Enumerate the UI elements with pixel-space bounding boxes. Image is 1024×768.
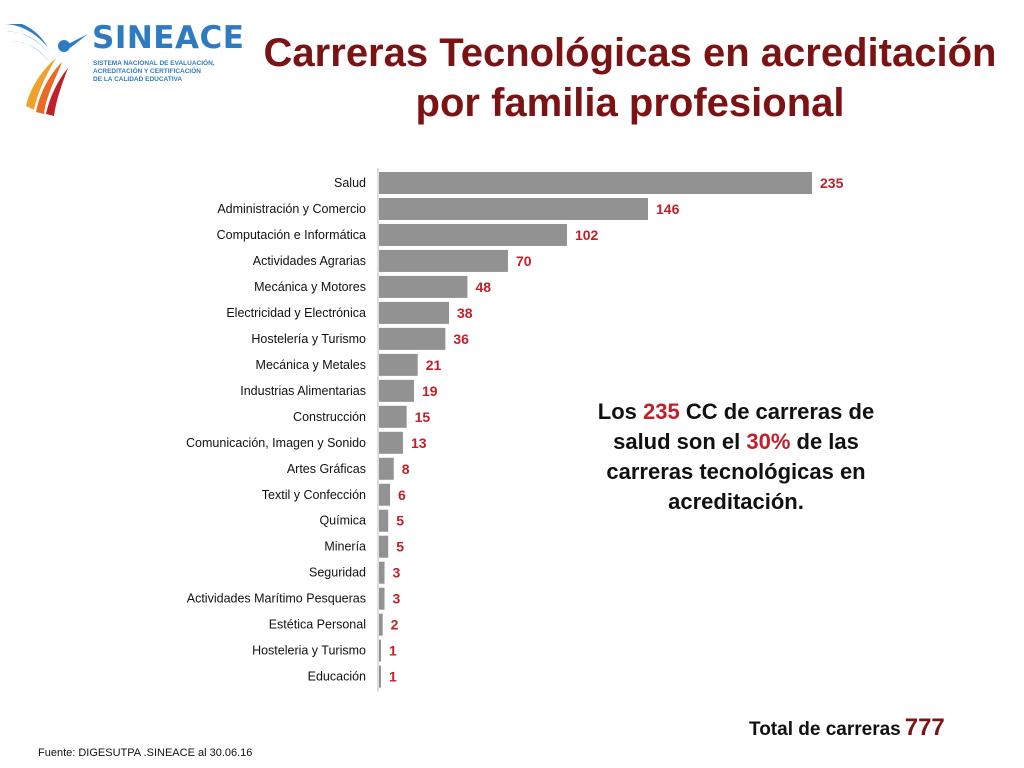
logo-subtitle-line: DE LA CALIDAD EDUCATIVA <box>93 76 183 83</box>
value-label: 3 <box>393 565 401 581</box>
bar <box>379 639 381 662</box>
note-highlight-count: 235 <box>643 399 680 424</box>
category-label: Administración y Comercio <box>217 202 366 216</box>
category-label: Construcción <box>293 410 366 424</box>
total-label: Total de carreras <box>749 719 901 740</box>
value-label: 36 <box>453 331 469 347</box>
category-label: Comunicación, Imagen y Sonido <box>186 436 366 450</box>
bar <box>379 327 446 350</box>
value-label: 48 <box>475 279 491 295</box>
category-label: Electricidad y Electrónica <box>226 306 366 320</box>
value-label: 19 <box>422 383 438 399</box>
category-label: Textil y Confección <box>262 488 366 502</box>
bar <box>379 483 391 506</box>
value-label: 8 <box>402 461 410 477</box>
value-label: 6 <box>398 487 406 503</box>
value-label: 70 <box>516 253 532 269</box>
value-label: 5 <box>396 539 404 555</box>
bar <box>379 509 389 532</box>
bar <box>379 613 383 636</box>
bar <box>379 665 381 688</box>
bar <box>379 353 418 376</box>
slide-title-line-2: por familia profesional <box>415 81 845 125</box>
logo-subtitle: SISTEMA NACIONAL DE EVALUACIÓN, ACREDITA… <box>93 60 233 84</box>
category-label: Minería <box>324 540 366 554</box>
value-label: 3 <box>393 591 401 607</box>
bar <box>379 587 385 610</box>
bar <box>379 405 407 428</box>
category-label: Hosteleria y Turismo <box>252 644 366 658</box>
logo-subtitle-line: ACREDITACIÓN Y CERTIFICACIÓN <box>93 68 201 75</box>
value-label: 21 <box>426 357 442 373</box>
category-label: Mecánica y Motores <box>254 280 366 294</box>
slide-title: Carreras Tecnológicas en acreditación po… <box>255 28 1005 128</box>
bar <box>379 301 450 324</box>
category-label: Seguridad <box>309 566 366 580</box>
bar <box>379 275 468 298</box>
category-label: Industrias Alimentarias <box>240 384 366 398</box>
note-text: CC de carreras de salud son el <box>613 399 875 454</box>
logo-name: SINEACE <box>92 20 245 56</box>
note-text: Los <box>597 399 644 424</box>
value-label: 2 <box>391 617 399 633</box>
value-label: 146 <box>656 201 680 217</box>
value-label: 38 <box>457 305 473 321</box>
category-label: Actividades Agrarias <box>253 254 366 268</box>
category-label: Educación <box>308 670 366 684</box>
value-label: 235 <box>820 175 844 191</box>
category-label: Química <box>319 514 366 528</box>
category-label: Computación e Informática <box>217 228 366 242</box>
value-label: 15 <box>415 409 431 425</box>
value-label: 13 <box>411 435 427 451</box>
bar <box>379 561 385 584</box>
total-carreras: Total de carreras 777 <box>749 714 945 742</box>
callout-note: Los 235 CC de carreras de salud son el 3… <box>586 397 886 517</box>
total-value: 777 <box>904 714 945 741</box>
category-label: Artes Gráficas <box>287 462 366 476</box>
bar <box>379 197 649 220</box>
hummingbird-logo-icon <box>4 24 88 116</box>
category-label: Actividades Marítimo Pesqueras <box>187 592 366 606</box>
sineace-logo: SINEACE SISTEMA NACIONAL DE EVALUACIÓN, … <box>0 0 244 120</box>
value-label: 1 <box>389 669 397 685</box>
logo-subtitle-line: SISTEMA NACIONAL DE EVALUACIÓN, <box>93 60 215 67</box>
value-label: 102 <box>575 227 599 243</box>
bar <box>379 249 508 272</box>
category-label: Mecánica y Metales <box>256 358 366 372</box>
slide-title-line-1: Carreras Tecnológicas en acreditación <box>263 31 997 75</box>
bar <box>379 535 389 558</box>
category-label: Salud <box>334 176 366 190</box>
bar <box>379 223 567 246</box>
bar <box>379 431 403 454</box>
bar <box>379 457 394 480</box>
bar <box>379 379 415 402</box>
note-highlight-percent: 30% <box>746 429 791 454</box>
source-footnote: Fuente: DIGESUTPA .SINEACE al 30.06.16 <box>38 747 253 759</box>
category-label: Estética Personal <box>269 618 366 632</box>
value-label: 5 <box>396 513 404 529</box>
value-label: 1 <box>389 643 397 659</box>
category-label: Hostelería y Turismo <box>251 332 366 346</box>
bar <box>379 172 812 194</box>
note-text: de las carreras tecnológicas en acredita… <box>606 429 866 514</box>
